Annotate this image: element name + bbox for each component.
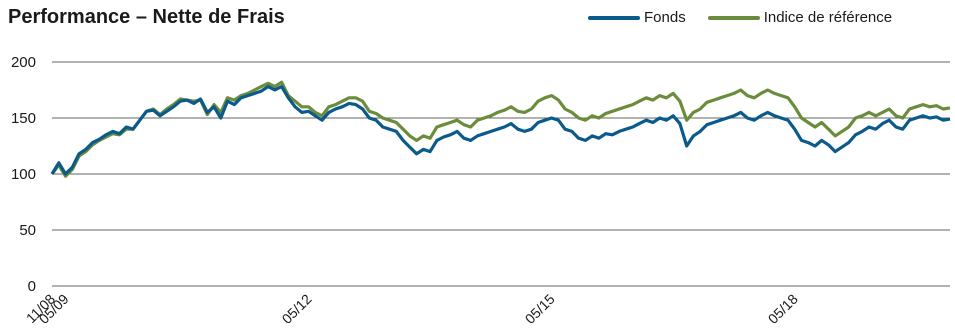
chart-legend: Fonds Indice de référence <box>588 9 914 26</box>
legend-swatch-benchmark <box>707 15 760 20</box>
legend-swatch-fonds <box>588 15 640 20</box>
y-tick-label-150: 150 <box>11 110 36 127</box>
y-tick-label-0: 0 <box>28 278 36 295</box>
x-tick-label: 05/18 <box>765 291 801 327</box>
x-tick-label: 05/15 <box>522 291 558 327</box>
chart-title: Performance – Nette de Frais <box>8 6 285 28</box>
x-tick-label: 05/12 <box>279 291 315 327</box>
legend-item-benchmark: Indice de référence <box>707 9 893 26</box>
y-tick-label-200: 200 <box>11 54 36 71</box>
series-line-fonds <box>50 84 951 176</box>
y-tick-label-100: 100 <box>11 166 36 183</box>
legend-label-benchmark: Indice de référence <box>763 9 893 26</box>
legend-label-fonds: Fonds <box>644 9 686 26</box>
y-tick-label-50: 50 <box>19 222 36 239</box>
legend-item-fonds: Fonds <box>588 9 686 26</box>
